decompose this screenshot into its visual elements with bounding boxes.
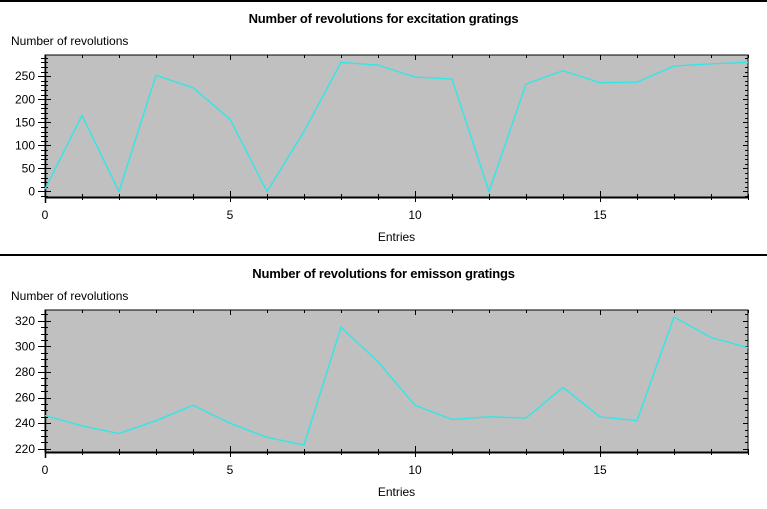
y-tick-label: 250 bbox=[15, 69, 35, 83]
y-tick-label: 150 bbox=[15, 115, 35, 129]
panel-border bbox=[0, 0, 767, 2]
y-axis-title: Number of revolutions bbox=[11, 34, 129, 48]
chart-title: Number of revolutions for excitation gra… bbox=[248, 11, 519, 26]
y-tick-label: 300 bbox=[15, 339, 35, 353]
y-tick-label: 320 bbox=[15, 314, 35, 328]
plot-area bbox=[44, 309, 749, 453]
x-tick-label: 15 bbox=[593, 463, 607, 477]
y-tick-label: 240 bbox=[15, 416, 35, 430]
y-axis-title: Number of revolutions bbox=[11, 289, 129, 303]
data-series-line bbox=[44, 61, 749, 194]
y-tick-label: 220 bbox=[15, 442, 35, 456]
x-tick-label: 5 bbox=[227, 463, 234, 477]
y-tick-label: 0 bbox=[28, 184, 35, 198]
x-tick-label: 5 bbox=[227, 208, 234, 222]
y-tick-label: 280 bbox=[15, 365, 35, 379]
x-axis-title: Entries bbox=[377, 485, 416, 499]
y-tick-label: 50 bbox=[22, 161, 36, 175]
x-tick-label: 0 bbox=[42, 463, 49, 477]
y-tick-label: 200 bbox=[15, 92, 35, 106]
x-tick-label: 10 bbox=[408, 463, 422, 477]
y-tick-label: 260 bbox=[15, 391, 35, 405]
y-tick-label: 100 bbox=[15, 138, 35, 152]
emission-chart-panel: Number of revolutions for emisson gratin… bbox=[0, 254, 767, 509]
excitation-chart-panel: Number of revolutions for excitation gra… bbox=[0, 0, 767, 244]
x-tick-label: 0 bbox=[42, 208, 49, 222]
x-tick-label: 10 bbox=[408, 208, 422, 222]
x-axis-title: Entries bbox=[377, 230, 416, 244]
panel-border bbox=[0, 254, 767, 256]
chart-title: Number of revolutions for emisson gratin… bbox=[252, 266, 515, 281]
x-tick-label: 15 bbox=[593, 208, 607, 222]
data-series-line bbox=[44, 315, 749, 446]
plot-area bbox=[44, 54, 749, 198]
emission-plot: 0 5 10 15 220 240 260 280 300 320 bbox=[15, 309, 749, 477]
